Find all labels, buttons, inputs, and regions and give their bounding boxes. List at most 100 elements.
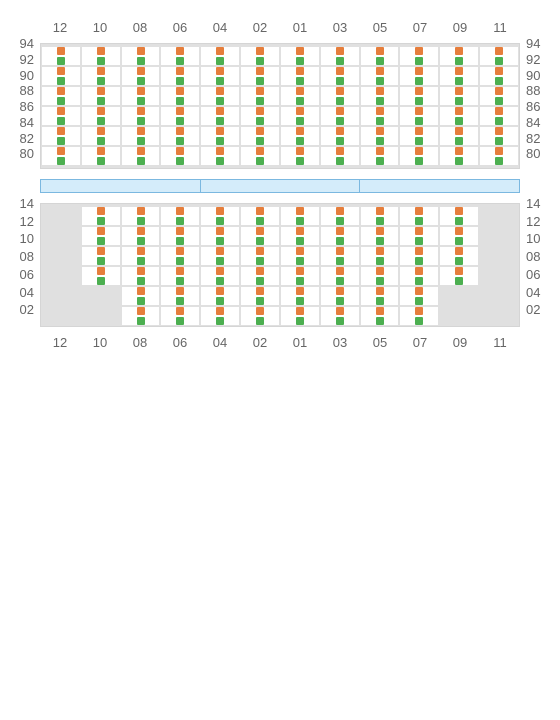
seat-cell[interactable]	[81, 106, 121, 126]
seat-cell[interactable]	[240, 246, 280, 266]
seat-cell[interactable]	[200, 306, 240, 326]
seat-cell[interactable]	[320, 126, 360, 146]
seat-cell[interactable]	[280, 206, 320, 226]
seat-cell[interactable]	[360, 286, 400, 306]
seat-cell[interactable]	[280, 226, 320, 246]
seat-cell[interactable]	[200, 146, 240, 166]
seat-cell[interactable]	[479, 46, 519, 66]
seat-cell[interactable]	[320, 66, 360, 86]
seat-cell[interactable]	[280, 306, 320, 326]
seat-cell[interactable]	[240, 66, 280, 86]
seat-cell[interactable]	[121, 306, 161, 326]
seat-cell[interactable]	[200, 246, 240, 266]
seat-cell[interactable]	[479, 126, 519, 146]
seat-cell[interactable]	[200, 46, 240, 66]
seat-cell[interactable]	[41, 126, 81, 146]
seat-cell[interactable]	[320, 146, 360, 166]
seat-cell[interactable]	[41, 106, 81, 126]
seat-cell[interactable]	[240, 206, 280, 226]
seat-cell[interactable]	[320, 286, 360, 306]
seat-cell[interactable]	[320, 86, 360, 106]
seat-cell[interactable]	[41, 146, 81, 166]
seat-cell[interactable]	[320, 46, 360, 66]
seat-cell[interactable]	[121, 86, 161, 106]
seat-cell[interactable]	[360, 126, 400, 146]
seat-cell[interactable]	[160, 106, 200, 126]
seat-cell[interactable]	[160, 306, 200, 326]
seat-cell[interactable]	[399, 146, 439, 166]
seat-cell[interactable]	[360, 306, 400, 326]
seat-cell[interactable]	[479, 66, 519, 86]
seat-cell[interactable]	[240, 266, 280, 286]
seat-cell[interactable]	[399, 66, 439, 86]
seat-cell[interactable]	[360, 46, 400, 66]
seat-cell[interactable]	[240, 46, 280, 66]
seat-cell[interactable]	[81, 246, 121, 266]
seat-cell[interactable]	[320, 266, 360, 286]
seat-cell[interactable]	[200, 286, 240, 306]
seat-cell[interactable]	[121, 106, 161, 126]
seat-cell[interactable]	[280, 266, 320, 286]
seat-cell[interactable]	[280, 286, 320, 306]
seat-cell[interactable]	[81, 66, 121, 86]
seat-cell[interactable]	[280, 146, 320, 166]
seat-cell[interactable]	[121, 266, 161, 286]
seat-cell[interactable]	[81, 46, 121, 66]
seat-cell[interactable]	[121, 46, 161, 66]
seat-cell[interactable]	[121, 146, 161, 166]
seat-cell[interactable]	[399, 206, 439, 226]
seat-cell[interactable]	[200, 206, 240, 226]
seat-cell[interactable]	[240, 106, 280, 126]
seat-cell[interactable]	[360, 146, 400, 166]
seat-cell[interactable]	[399, 86, 439, 106]
seat-cell[interactable]	[41, 86, 81, 106]
seat-cell[interactable]	[280, 126, 320, 146]
seat-cell[interactable]	[200, 86, 240, 106]
seat-cell[interactable]	[360, 266, 400, 286]
seat-cell[interactable]	[399, 226, 439, 246]
seat-cell[interactable]	[240, 126, 280, 146]
seat-cell[interactable]	[399, 286, 439, 306]
seat-cell[interactable]	[360, 86, 400, 106]
seat-cell[interactable]	[439, 106, 479, 126]
seat-cell[interactable]	[160, 206, 200, 226]
seat-cell[interactable]	[81, 206, 121, 226]
seat-cell[interactable]	[160, 86, 200, 106]
seat-cell[interactable]	[439, 126, 479, 146]
seat-cell[interactable]	[399, 306, 439, 326]
seat-cell[interactable]	[280, 106, 320, 126]
seat-cell[interactable]	[439, 86, 479, 106]
seat-cell[interactable]	[160, 246, 200, 266]
seat-cell[interactable]	[200, 66, 240, 86]
seat-cell[interactable]	[240, 286, 280, 306]
seat-cell[interactable]	[240, 86, 280, 106]
seat-cell[interactable]	[399, 246, 439, 266]
seat-cell[interactable]	[160, 286, 200, 306]
seat-cell[interactable]	[439, 246, 479, 266]
seat-cell[interactable]	[81, 126, 121, 146]
seat-cell[interactable]	[81, 226, 121, 246]
seat-cell[interactable]	[280, 86, 320, 106]
seat-cell[interactable]	[360, 66, 400, 86]
seat-cell[interactable]	[121, 66, 161, 86]
seat-cell[interactable]	[41, 46, 81, 66]
seat-cell[interactable]	[240, 226, 280, 246]
seat-cell[interactable]	[200, 226, 240, 246]
seat-cell[interactable]	[160, 126, 200, 146]
seat-cell[interactable]	[320, 206, 360, 226]
seat-cell[interactable]	[360, 226, 400, 246]
seat-cell[interactable]	[320, 306, 360, 326]
seat-cell[interactable]	[160, 146, 200, 166]
seat-cell[interactable]	[160, 46, 200, 66]
seat-cell[interactable]	[399, 266, 439, 286]
seat-cell[interactable]	[479, 106, 519, 126]
seat-cell[interactable]	[160, 66, 200, 86]
seat-cell[interactable]	[320, 246, 360, 266]
seat-cell[interactable]	[160, 266, 200, 286]
seat-cell[interactable]	[320, 226, 360, 246]
seat-cell[interactable]	[41, 66, 81, 86]
seat-cell[interactable]	[121, 126, 161, 146]
seat-cell[interactable]	[121, 286, 161, 306]
seat-cell[interactable]	[200, 126, 240, 146]
seat-cell[interactable]	[200, 106, 240, 126]
